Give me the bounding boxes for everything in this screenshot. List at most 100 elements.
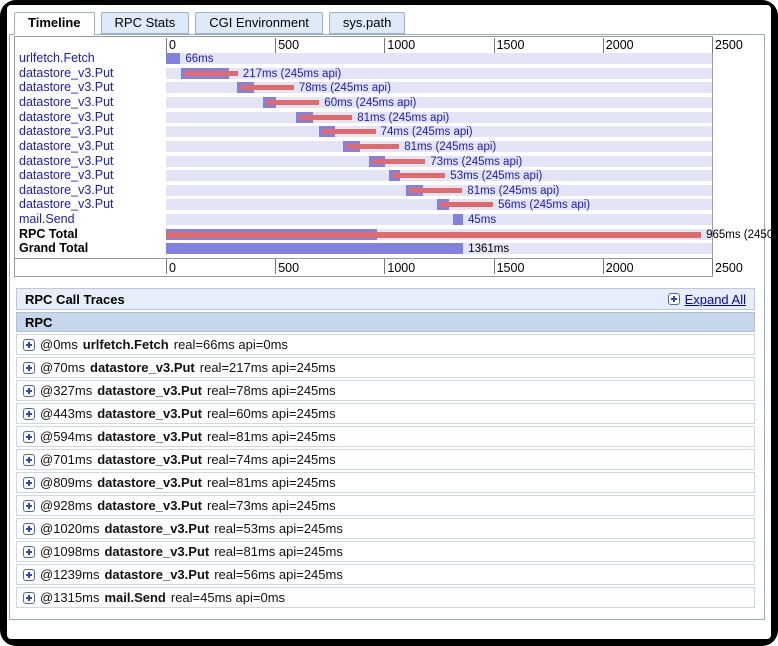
real-time-bar — [166, 243, 464, 255]
bar-duration-label: 73ms (245ms api) — [430, 155, 523, 168]
trace-row[interactable]: @70ms datastore_v3.Put real=217ms api=245m… — [16, 357, 755, 378]
timeline-row-band — [166, 140, 712, 152]
axis-tick-label-bottom: 2000 — [605, 261, 634, 275]
traces-title: RPC Call Traces — [25, 291, 125, 307]
trace-timing-detail: real=74ms api=245ms — [206, 452, 336, 467]
trace-timing-detail: real=53ms api=245ms — [214, 521, 343, 536]
trace-method-name: datastore_v3.Put — [97, 498, 202, 513]
trace-row[interactable]: @1239ms datastore_v3.Put real=56ms api=245… — [16, 564, 755, 585]
api-time-bar — [345, 143, 400, 149]
tab-timeline[interactable]: Timeline — [14, 12, 95, 35]
expand-plus-icon[interactable] — [23, 568, 35, 581]
trace-row[interactable]: @0ms urlfetch.Fetch real=66ms api=0ms — [16, 334, 755, 355]
trace-method-name: datastore_v3.Put — [97, 429, 202, 444]
axis-tick-label-bottom: 1000 — [387, 261, 416, 275]
bar-duration-label: 965ms (2450ms api) — [706, 228, 771, 241]
axis-tick-bottom — [275, 259, 277, 274]
trace-timing-detail: real=81ms api=245ms — [214, 544, 343, 559]
trace-method-name: datastore_v3.Put — [104, 567, 210, 582]
expand-all-label[interactable]: Expand All — [684, 291, 746, 307]
tab-cgi-environment[interactable]: CGI Environment — [195, 12, 323, 34]
trace-method-name: datastore_v3.Put — [104, 521, 210, 536]
api-time-bar — [439, 202, 494, 208]
bar-duration-label: 81ms (245ms api) — [357, 111, 450, 124]
timeline-row-label[interactable]: datastore_v3.Put — [19, 110, 114, 124]
trace-start-offset: @443ms — [40, 406, 93, 421]
trace-method-name: urlfetch.Fetch — [82, 337, 169, 352]
axis-tick-label-top: 1500 — [496, 38, 525, 52]
trace-row[interactable]: @327ms datastore_v3.Put real=78ms api=245m… — [16, 380, 755, 401]
timeline-row-label[interactable]: datastore_v3.Put — [19, 154, 114, 168]
trace-start-offset: @809ms — [40, 475, 93, 490]
api-time-bar — [240, 85, 294, 91]
tab-sys-path[interactable]: sys.path — [328, 12, 406, 34]
trace-timing-detail: real=81ms api=245ms — [206, 475, 336, 490]
axis-tick-bottom — [166, 259, 167, 274]
timeline-row-band — [166, 155, 712, 167]
axis-tick-label-bottom: 500 — [278, 261, 300, 275]
trace-row[interactable]: @701ms datastore_v3.Put real=74ms api=245m… — [16, 449, 755, 470]
expand-plus-icon[interactable] — [23, 522, 35, 535]
expand-plus-icon[interactable] — [23, 591, 35, 604]
trace-row-list: @0ms urlfetch.Fetch real=66ms api=0ms @70ms… — [16, 334, 755, 608]
real-time-bar — [166, 53, 181, 64]
axis-tick-label-top: 500 — [278, 38, 300, 52]
trace-method-name: datastore_v3.Put — [97, 452, 202, 467]
expand-plus-icon[interactable] — [23, 384, 35, 397]
axis-tick-label-top: 1000 — [387, 38, 416, 52]
expand-plus-icon[interactable] — [23, 338, 35, 351]
axis-tick-top — [275, 38, 277, 53]
timeline-row-label[interactable]: datastore_v3.Put — [19, 183, 114, 197]
timeline-total-label: RPC Total — [19, 227, 78, 241]
axis-tick-label-bottom: 1500 — [496, 261, 525, 275]
trace-row[interactable]: @928ms datastore_v3.Put real=73ms api=245m… — [16, 495, 755, 516]
trace-row[interactable]: @809ms datastore_v3.Put real=81ms api=245m… — [16, 472, 755, 493]
trace-row[interactable]: @594ms datastore_v3.Put real=81ms api=245m… — [16, 426, 755, 447]
axis-tick-top — [712, 38, 713, 53]
trace-row[interactable]: @443ms datastore_v3.Put real=60ms api=245m… — [16, 403, 755, 424]
axis-tick-top — [384, 38, 386, 53]
expand-plus-icon[interactable] — [23, 361, 35, 374]
timeline-chart: 0 0 500 500 1000 1000 1500 1500 2000 2000 2500 2500… — [14, 36, 771, 277]
expand-plus-icon[interactable] — [23, 476, 35, 489]
rpc-call-traces-section: RPC Call Traces Expand All RPC @0ms urlfe… — [16, 288, 755, 608]
tab-rpc-stats[interactable]: RPC Stats — [100, 12, 190, 34]
timeline-row-label[interactable]: datastore_v3.Put — [19, 81, 114, 95]
axis-tick-top — [493, 38, 495, 53]
timeline-row-label[interactable]: datastore_v3.Put — [19, 198, 114, 212]
expand-plus-icon[interactable] — [23, 545, 35, 558]
timeline-row-label[interactable]: datastore_v3.Put — [19, 125, 114, 139]
timeline-row-band — [166, 126, 712, 138]
trace-row[interactable]: @1098ms datastore_v3.Put real=81ms api=245… — [16, 541, 755, 562]
bottom-axis-separator — [15, 258, 712, 259]
expand-plus-icon[interactable] — [23, 407, 35, 420]
bar-duration-label: 1361ms — [468, 243, 510, 256]
bar-duration-label: 60ms (245ms api) — [324, 96, 417, 109]
axis-tick-label-bottom: 2500 — [715, 261, 743, 275]
api-time-bar — [298, 114, 353, 120]
expand-all-link[interactable]: Expand All — [667, 291, 746, 307]
axis-tick-bottom — [493, 259, 495, 274]
timeline-row-label[interactable]: datastore_v3.Put — [19, 139, 114, 153]
expand-plus-icon[interactable] — [23, 430, 35, 443]
api-time-bar — [184, 70, 238, 76]
expand-plus-icon[interactable] — [23, 453, 35, 466]
bar-duration-label: 74ms (245ms api) — [380, 126, 473, 139]
trace-row[interactable]: @1315ms mail.Send real=45ms api=0ms — [16, 587, 755, 608]
bar-duration-label: 53ms (245ms api) — [450, 170, 543, 183]
tab-content-pane: 0 0 500 500 1000 1000 1500 1500 2000 2000 2500 2500… — [9, 34, 771, 620]
timeline-row-label[interactable]: mail.Send — [19, 213, 75, 227]
timeline-row-label[interactable]: urlfetch.Fetch — [19, 52, 95, 65]
axis-tick-label-top: 2000 — [605, 38, 634, 52]
expand-all-plus-icon[interactable] — [667, 293, 680, 305]
rpc-column-label: RPC — [25, 314, 53, 330]
real-time-bar — [453, 214, 463, 226]
trace-row[interactable]: @1020ms datastore_v3.Put real=53ms api=245… — [16, 518, 755, 539]
axis-tick-label-bottom: 0 — [169, 261, 176, 275]
timeline-row-label[interactable]: datastore_v3.Put — [19, 169, 114, 183]
expand-plus-icon[interactable] — [23, 499, 35, 512]
axis-tick-label-top: 2500 — [715, 38, 743, 52]
timeline-row-label[interactable]: datastore_v3.Put — [19, 66, 114, 80]
timeline-row-band — [166, 111, 712, 123]
timeline-row-label[interactable]: datastore_v3.Put — [19, 95, 114, 109]
